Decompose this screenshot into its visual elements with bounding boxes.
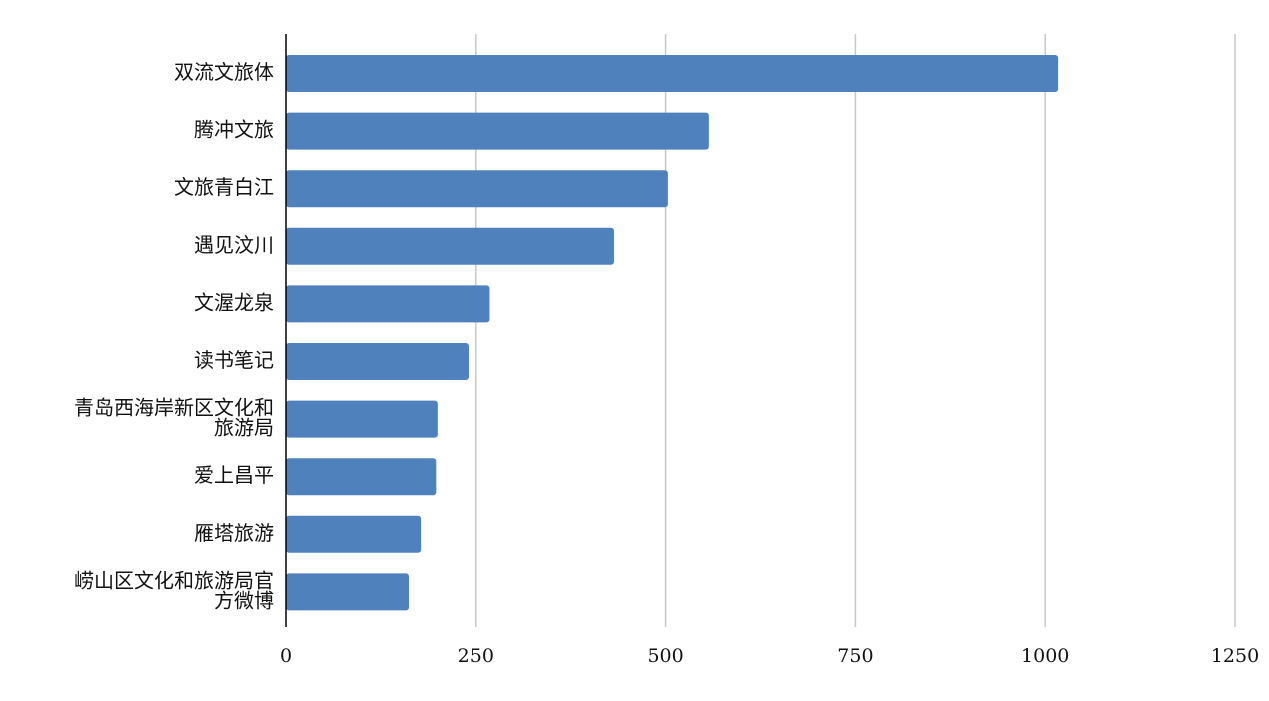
x-tick-label: 500 xyxy=(647,645,683,667)
bar xyxy=(286,573,409,611)
x-tick-label: 1250 xyxy=(1211,645,1259,667)
category-label: 读书笔记 xyxy=(194,348,274,372)
category-label: 双流文旅体 xyxy=(174,60,274,84)
x-tick-label: 250 xyxy=(458,645,494,667)
bars xyxy=(286,55,1059,611)
bar xyxy=(286,458,437,496)
x-tick-label: 750 xyxy=(837,645,873,667)
bar xyxy=(286,285,490,323)
category-label: 雁塔旅游 xyxy=(194,521,274,545)
bar xyxy=(286,227,614,265)
category-label: 方微博 xyxy=(214,588,274,612)
category-label: 爱上昌平 xyxy=(194,463,274,487)
bar xyxy=(286,515,422,553)
bar xyxy=(286,170,668,208)
bar xyxy=(286,400,438,438)
bar xyxy=(286,112,709,150)
category-label: 文旅青白江 xyxy=(174,175,274,199)
category-label: 崂山区文化和旅游局官 xyxy=(74,568,274,592)
category-label: 腾冲文旅 xyxy=(194,118,274,142)
category-label: 青岛西海岸新区文化和 xyxy=(74,396,274,420)
category-label: 旅游局 xyxy=(214,416,274,440)
x-tick-label: 1000 xyxy=(1021,645,1069,667)
tick-labels: 0 250 500 750 1000 1250 xyxy=(280,645,1259,667)
category-label: 文渥龙泉 xyxy=(194,290,274,314)
category-labels: 双流文旅体腾冲文旅文旅青白江遇见汶川文渥龙泉读书笔记青岛西海岸新区文化和旅游局爱… xyxy=(74,60,274,612)
x-tick-label: 0 xyxy=(280,645,292,667)
bar xyxy=(286,55,1059,92)
bar xyxy=(286,343,469,380)
category-label: 遇见汶川 xyxy=(194,233,274,257)
